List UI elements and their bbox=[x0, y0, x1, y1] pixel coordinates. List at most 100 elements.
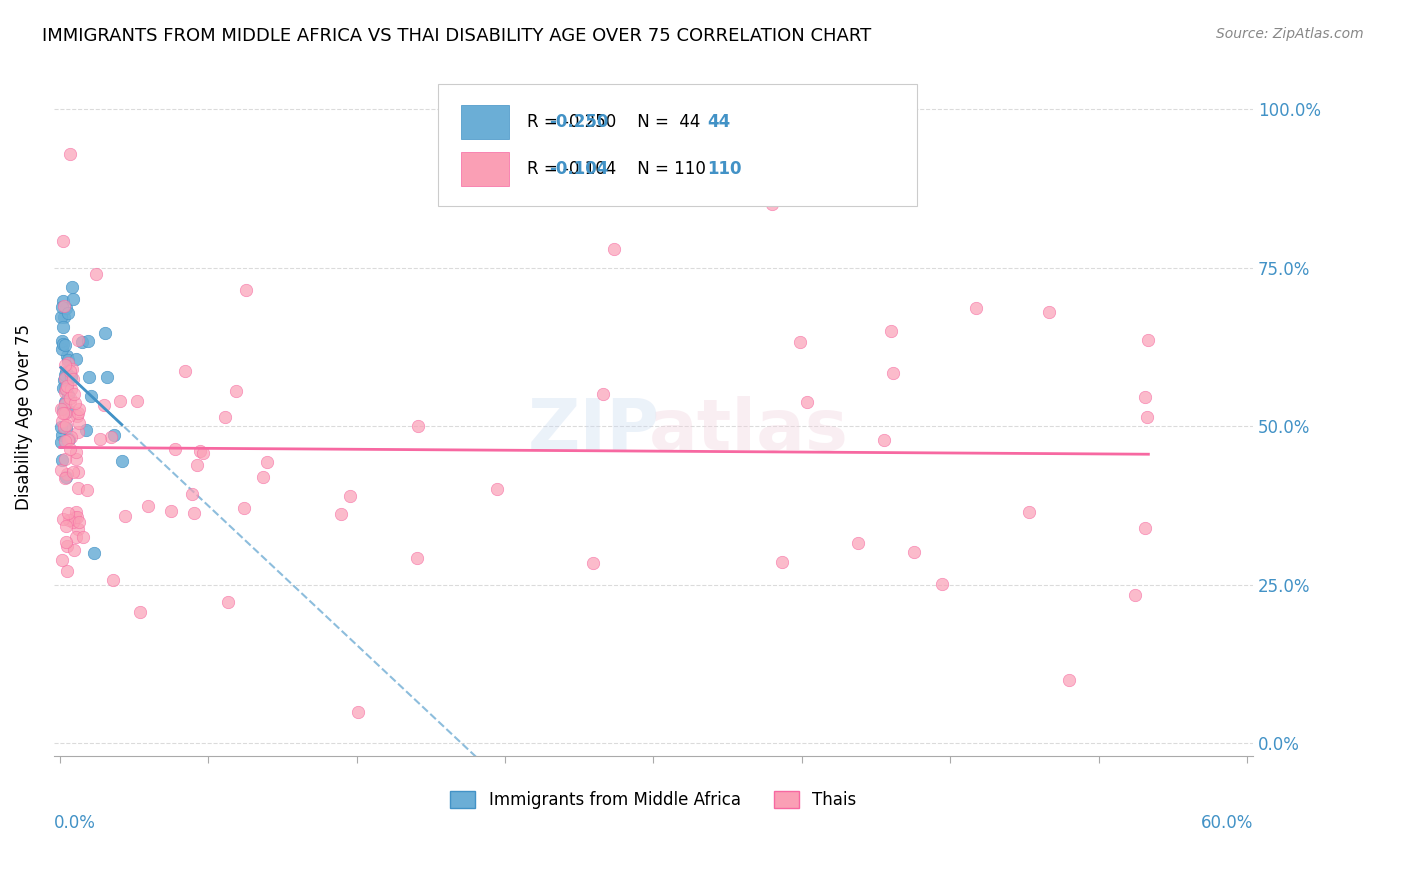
Point bbox=[67, 466, 90, 480]
Point bbox=[56, 306, 79, 320]
Point bbox=[89, 433, 111, 447]
Point bbox=[79, 389, 101, 403]
Point bbox=[66, 425, 89, 439]
Point bbox=[796, 395, 818, 409]
Point bbox=[66, 522, 89, 536]
Point bbox=[114, 509, 136, 524]
Point bbox=[53, 395, 76, 409]
Point bbox=[63, 510, 86, 524]
Point bbox=[58, 409, 80, 424]
Point bbox=[70, 334, 93, 349]
Text: -0.104: -0.104 bbox=[548, 160, 609, 178]
Point bbox=[129, 605, 152, 619]
Point bbox=[59, 442, 82, 456]
Text: 0.0%: 0.0% bbox=[53, 814, 96, 831]
Point bbox=[603, 242, 626, 256]
Point bbox=[55, 384, 77, 399]
Point bbox=[67, 515, 90, 529]
Point bbox=[58, 513, 80, 527]
Point bbox=[406, 419, 429, 434]
Point bbox=[94, 326, 117, 340]
Point bbox=[59, 429, 82, 443]
Point bbox=[60, 362, 83, 376]
Point bbox=[52, 294, 75, 309]
Point bbox=[77, 334, 100, 348]
Point bbox=[65, 452, 87, 467]
Point bbox=[125, 394, 148, 409]
Point bbox=[53, 419, 76, 434]
Point bbox=[53, 406, 76, 420]
Point bbox=[51, 381, 73, 395]
Point bbox=[55, 539, 77, 553]
Point bbox=[217, 595, 239, 609]
Point bbox=[582, 556, 605, 570]
Point bbox=[347, 705, 370, 719]
Point bbox=[1135, 521, 1157, 535]
Point bbox=[108, 394, 131, 409]
Point bbox=[252, 470, 274, 484]
Point bbox=[186, 458, 208, 472]
Point bbox=[1038, 305, 1060, 319]
Point bbox=[53, 451, 76, 466]
Legend: Immigrants from Middle Africa, Thais: Immigrants from Middle Africa, Thais bbox=[443, 784, 863, 815]
Point bbox=[66, 333, 89, 347]
Point bbox=[59, 382, 82, 396]
Point bbox=[93, 398, 115, 412]
Point bbox=[55, 421, 77, 435]
Point bbox=[58, 356, 80, 370]
Point bbox=[159, 504, 181, 518]
Text: Source: ZipAtlas.com: Source: ZipAtlas.com bbox=[1216, 27, 1364, 41]
Point bbox=[59, 395, 82, 409]
Point bbox=[761, 197, 783, 211]
Point bbox=[56, 506, 79, 520]
Point bbox=[1135, 409, 1157, 424]
Point bbox=[1018, 505, 1040, 519]
Point bbox=[66, 409, 89, 423]
Point bbox=[51, 402, 73, 417]
Point bbox=[51, 419, 73, 434]
Bar bbox=[461, 152, 509, 186]
Point bbox=[51, 301, 73, 315]
Point bbox=[55, 519, 77, 533]
Point bbox=[55, 380, 77, 394]
Point bbox=[339, 489, 361, 503]
Point bbox=[59, 369, 82, 384]
Point bbox=[60, 279, 83, 293]
Text: atlas: atlas bbox=[650, 396, 849, 465]
Point bbox=[55, 467, 77, 481]
Point bbox=[51, 334, 73, 349]
Point bbox=[77, 370, 100, 384]
Point bbox=[56, 564, 79, 578]
Point bbox=[83, 546, 105, 560]
Point bbox=[65, 351, 87, 366]
Point bbox=[592, 386, 614, 401]
Point bbox=[51, 342, 73, 356]
Point bbox=[59, 146, 82, 161]
Point bbox=[485, 482, 508, 496]
Point bbox=[65, 530, 87, 544]
Text: R = -0.250    N =  44: R = -0.250 N = 44 bbox=[527, 112, 700, 130]
Point bbox=[53, 374, 76, 388]
Point bbox=[882, 366, 904, 380]
Bar bbox=[461, 104, 509, 138]
Point bbox=[63, 387, 86, 401]
Point bbox=[59, 391, 82, 405]
Point bbox=[256, 455, 278, 469]
Point bbox=[173, 364, 195, 378]
Point bbox=[931, 576, 953, 591]
Point bbox=[52, 235, 75, 249]
Point bbox=[52, 299, 75, 313]
Point bbox=[67, 401, 90, 416]
Point bbox=[65, 445, 87, 459]
Point bbox=[405, 550, 427, 565]
Point bbox=[55, 469, 77, 483]
Text: R = -0.104    N = 110: R = -0.104 N = 110 bbox=[527, 160, 706, 178]
Point bbox=[56, 379, 79, 393]
Point bbox=[52, 512, 75, 526]
Point bbox=[59, 364, 82, 378]
Point bbox=[67, 481, 90, 495]
Point bbox=[55, 382, 77, 396]
Point bbox=[101, 573, 124, 587]
Point bbox=[100, 430, 122, 444]
Point bbox=[225, 384, 247, 398]
